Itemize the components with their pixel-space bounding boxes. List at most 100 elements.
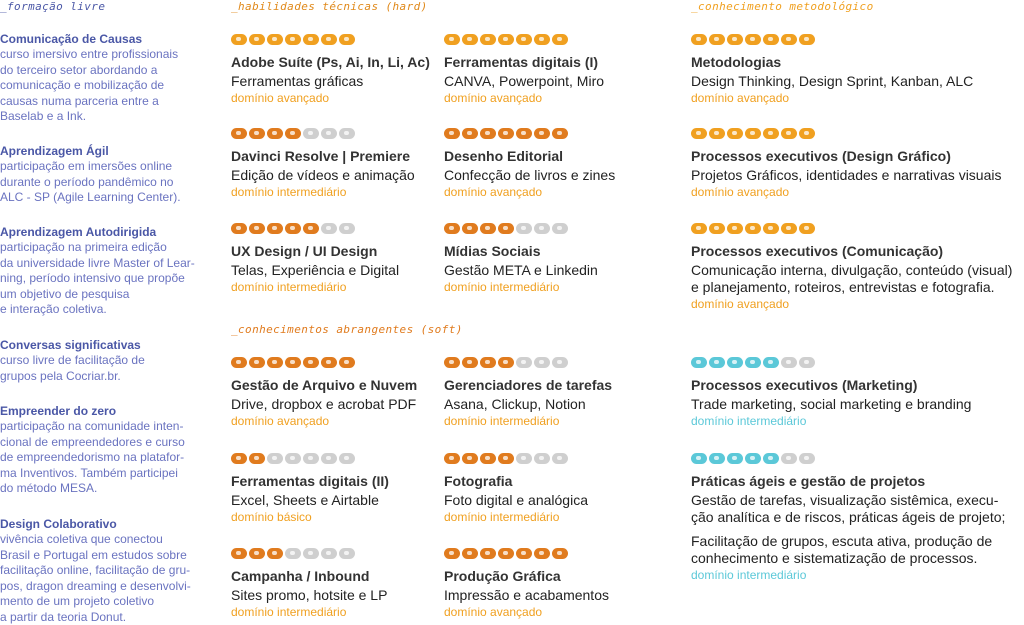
skill-level-dots [231,357,417,369]
edu-title: Empreender do zero [0,404,117,418]
level-dot-filled [267,128,283,139]
level-dot-filled [339,357,355,368]
skill-name: Mídias Sociais [444,243,541,259]
level-dot-filled [444,128,460,139]
hard-skills-title: _habilidades técnicas (hard) [231,0,428,13]
level-dot-filled [552,128,568,139]
skill-description: Foto digital e analógica [444,492,588,508]
level-dot-filled [303,223,319,234]
skill-name: Processos executivos (Design Gráfico) [691,148,951,164]
level-dot-filled [462,223,478,234]
skill-metodologias: Metodologias Design Thinking, Design Spri… [691,34,973,105]
skill-ferramentas-digitais-2: Ferramentas digitais (II) Excel, Sheets e… [231,453,389,524]
level-dot-filled [321,357,337,368]
level-dot-filled [799,34,815,45]
level-dot-empty [321,548,337,559]
level-dot-filled [339,34,355,45]
skill-ferramentas-digitais-1: Ferramentas digitais (I) CANVA, Powerpoin… [444,34,604,105]
skill-ux-ui: UX Design / UI Design Telas, Experiência … [231,223,399,294]
level-dot-filled [763,357,779,368]
skill-fotografia: Fotografia Foto digital e analógica domíni… [444,453,588,524]
level-dot-empty [285,548,301,559]
level-dot-filled [781,223,797,234]
level-dot-filled [745,357,761,368]
level-dot-filled [321,34,337,45]
level-dot-filled [462,453,478,464]
level-dot-filled [552,548,568,559]
skill-description: Projetos Gráficos, identidades e narrati… [691,167,1002,183]
skill-level-label: domínio intermediário [691,414,807,428]
skill-name: Processos executivos (Comunicação) [691,243,944,259]
level-dot-filled [303,357,319,368]
skill-gerenciadores: Gerenciadores de tarefas Asana, Clickup, … [444,357,612,428]
level-dot-filled [799,128,815,139]
skill-level-dots [231,34,430,46]
skill-level-dots [444,548,609,560]
level-dot-filled [727,357,743,368]
edu-item-design-colaborativo: Design Colaborativo vivência coletiva qu… [0,517,210,625]
level-dot-filled [285,223,301,234]
skill-description-extra: Facilitação de grupos, escuta ativa, pro… [691,533,993,566]
level-dot-filled [249,34,265,45]
level-dot-filled [709,34,725,45]
level-dot-filled [285,34,301,45]
level-dot-filled [285,357,301,368]
edu-text: curso imersivo entre profissionais do te… [0,47,179,123]
level-dot-filled [267,548,283,559]
edu-title: Design Colaborativo [0,517,117,531]
skill-producao-grafica: Produção Gráfica Impressão e acabamentos d… [444,548,609,619]
level-dot-filled [799,223,815,234]
level-dot-filled [480,548,496,559]
edu-text: participação na primeira edição da unive… [0,240,195,316]
edu-title: Aprendizagem Autodirigida [0,225,157,239]
level-dot-filled [745,128,761,139]
level-dot-empty [321,453,337,464]
skill-description: Confecção de livros e zines [444,167,616,183]
level-dot-filled [231,357,247,368]
level-dot-empty [534,223,550,234]
skill-name: Davinci Resolve | Premiere [231,148,411,164]
level-dot-filled [249,223,265,234]
skill-level-dots [691,128,1001,140]
skill-level-dots [691,453,1005,465]
level-dot-empty [534,357,550,368]
level-dot-filled [498,223,514,234]
skill-level-dots [231,223,399,235]
level-dot-filled [231,223,247,234]
level-dot-filled [444,34,460,45]
level-dot-filled [727,453,743,464]
level-dot-filled [709,223,725,234]
skill-level-label: domínio avançado [444,605,543,619]
skill-level-label: domínio intermediário [231,185,347,199]
level-dot-filled [498,357,514,368]
edu-text: participação em imersões online durante … [0,159,181,204]
level-dot-filled [444,548,460,559]
skill-level-dots [444,453,588,465]
skill-name: UX Design / UI Design [231,243,378,259]
edu-text: vivência coletiva que conectou Brasil e … [0,532,191,624]
level-dot-filled [249,548,265,559]
level-dot-filled [763,128,779,139]
skill-level-label: domínio intermediário [444,280,560,294]
level-dot-empty [799,357,815,368]
skill-name: Ferramentas digitais (II) [231,473,389,489]
edu-text: participação na comunidade inten- cional… [0,419,185,495]
edu-item-autodirigida: Aprendizagem Autodirigida participação n… [0,225,210,318]
skill-name: Ferramentas digitais (I) [444,54,599,70]
skill-name: Metodologias [691,54,782,70]
level-dot-filled [516,34,532,45]
skill-level-dots [444,34,604,46]
skill-gestao-arquivo: Gestão de Arquivo e Nuvem Drive, dropbox … [231,357,417,428]
level-dot-filled [267,223,283,234]
skill-level-label: domínio intermediário [444,510,560,524]
level-dot-filled [745,223,761,234]
level-dot-filled [444,453,460,464]
skill-level-dots [691,357,971,369]
level-dot-filled [267,34,283,45]
edu-item-conversas: Conversas significativas curso livre de … [0,338,210,384]
skill-level-dots [231,453,389,465]
level-dot-filled [727,34,743,45]
level-dot-empty [516,453,532,464]
level-dot-filled [552,34,568,45]
skill-name: Fotografia [444,473,513,489]
